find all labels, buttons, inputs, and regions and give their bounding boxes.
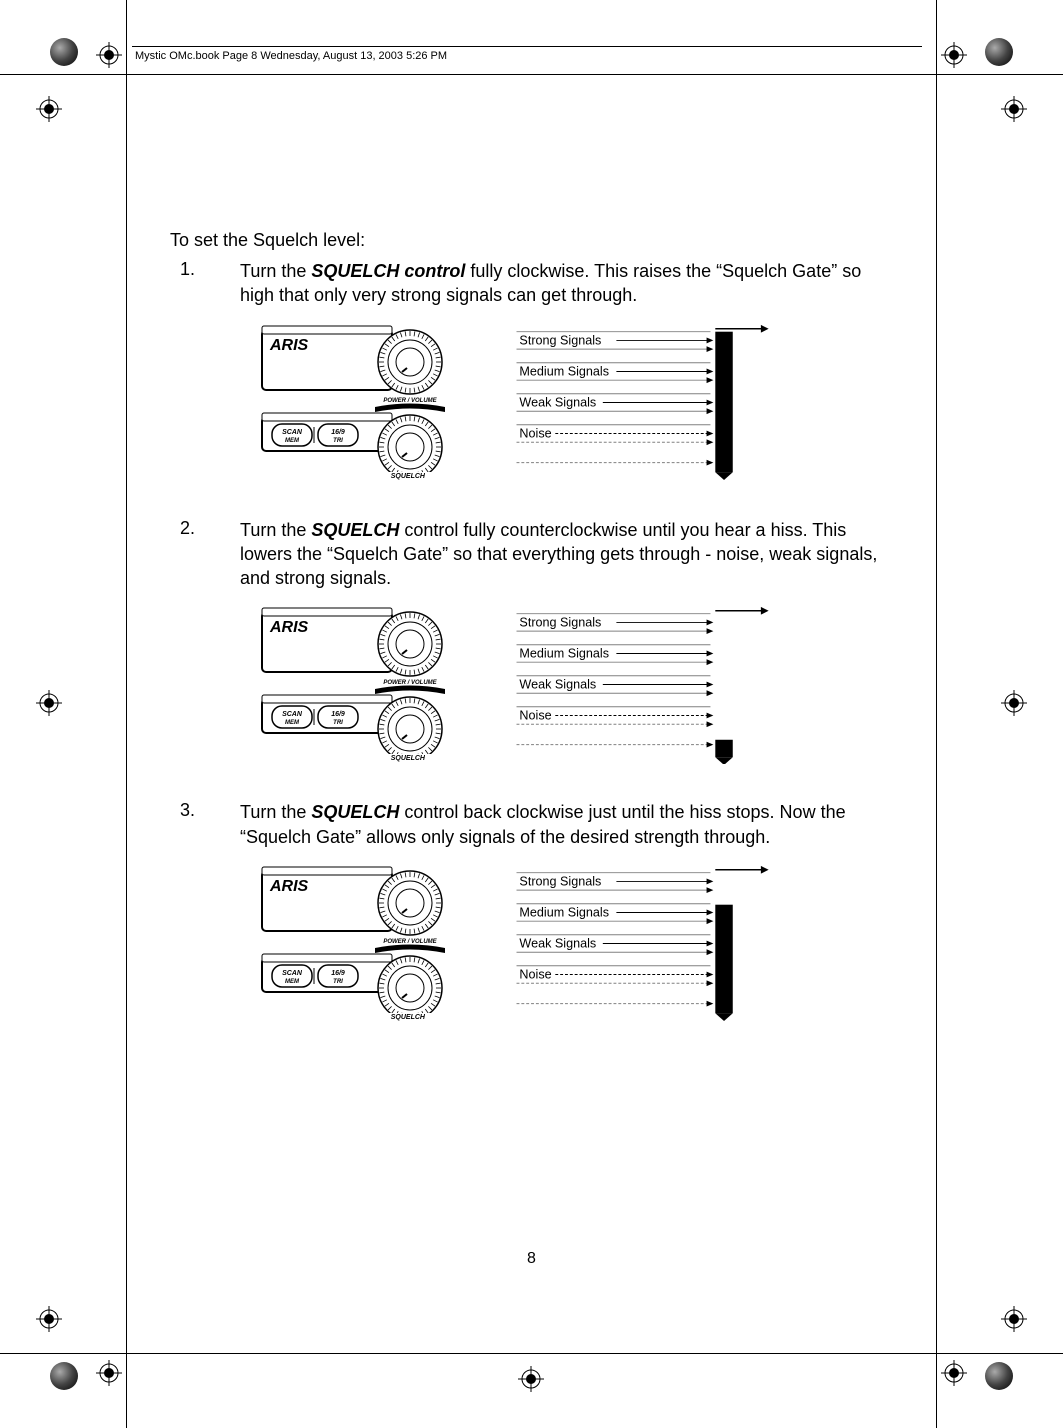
page-number: 8 xyxy=(0,1250,1063,1268)
step-3-bold: SQUELCH xyxy=(311,802,399,822)
step-3-text: Turn the SQUELCH control back clockwise … xyxy=(240,800,890,849)
frame-line-h-bot xyxy=(0,1353,1063,1354)
header-rule xyxy=(132,46,922,47)
svg-text:Noise: Noise xyxy=(519,967,551,981)
reg-mark xyxy=(518,1366,544,1392)
signals-fig-1: Strong Signals Medium Signals Weak Signa… xyxy=(510,322,780,482)
svg-text:SCAN: SCAN xyxy=(282,429,303,436)
step-1-prefix: Turn the xyxy=(240,261,311,281)
svg-text:TRI: TRI xyxy=(333,720,343,726)
corner-orb-tl xyxy=(50,38,78,66)
reg-mark xyxy=(36,690,62,716)
frame-line-h-top xyxy=(0,74,1063,75)
figure-row-1: ARIS SCAN MEM 16/9 TRI POWER / VOLUME xyxy=(260,322,890,482)
reg-mark xyxy=(96,1360,122,1386)
reg-mark xyxy=(1001,1306,1027,1332)
svg-text:ARIS: ARIS xyxy=(269,878,309,895)
svg-text:MEM: MEM xyxy=(285,438,300,444)
step-1: 1. Turn the SQUELCH control fully clockw… xyxy=(170,259,890,308)
svg-text:POWER / VOLUME: POWER / VOLUME xyxy=(383,939,437,945)
svg-text:Weak Signals: Weak Signals xyxy=(519,936,596,950)
step-2-num: 2. xyxy=(170,518,240,591)
corner-orb-br xyxy=(985,1362,1013,1390)
figure-row-2: ARIS SCAN MEM 16/9 TRI POWER / VOLUME xyxy=(260,604,890,764)
reg-mark xyxy=(36,96,62,122)
svg-text:Weak Signals: Weak Signals xyxy=(519,395,596,409)
reg-mark xyxy=(941,1360,967,1386)
figure-row-3: ARIS SCAN MEM 16/9 TRI POWER / VOLUME xyxy=(260,863,890,1023)
step-3-num: 3. xyxy=(170,800,240,849)
step-3-prefix: Turn the xyxy=(240,802,311,822)
step-2: 2. Turn the SQUELCH control fully counte… xyxy=(170,518,890,591)
device-fig-1: ARIS SCAN MEM 16/9 TRI POWER / VOLUME xyxy=(260,322,450,482)
corner-orb-tr xyxy=(985,38,1013,66)
svg-text:Weak Signals: Weak Signals xyxy=(519,678,596,692)
svg-text:SCAN: SCAN xyxy=(282,711,303,718)
frame-line-v-right xyxy=(936,0,937,1428)
content: To set the Squelch level: 1. Turn the SQ… xyxy=(170,230,890,1059)
svg-text:16/9: 16/9 xyxy=(331,711,345,718)
svg-text:ARIS: ARIS xyxy=(269,337,309,354)
svg-text:SQUELCH: SQUELCH xyxy=(391,1014,426,1021)
svg-text:TRI: TRI xyxy=(333,979,343,985)
reg-mark xyxy=(36,1306,62,1332)
step-1-num: 1. xyxy=(170,259,240,308)
step-2-text: Turn the SQUELCH control fully countercl… xyxy=(240,518,890,591)
signals-fig-2: Strong Signals Medium Signals Weak Signa… xyxy=(510,604,780,764)
step-2-bold: SQUELCH xyxy=(311,520,399,540)
device-fig-2: ARIS SCAN MEM 16/9 TRI POWER / VOLUME xyxy=(260,604,450,764)
svg-text:MEM: MEM xyxy=(285,720,300,726)
svg-text:Strong Signals: Strong Signals xyxy=(519,616,601,630)
svg-text:SCAN: SCAN xyxy=(282,970,303,977)
svg-text:ARIS: ARIS xyxy=(269,619,309,636)
svg-text:Medium Signals: Medium Signals xyxy=(519,905,609,919)
reg-mark xyxy=(941,42,967,68)
svg-text:Strong Signals: Strong Signals xyxy=(519,333,601,347)
reg-mark xyxy=(1001,96,1027,122)
step-1-bold: SQUELCH control xyxy=(311,261,465,281)
intro-text: To set the Squelch level: xyxy=(170,230,890,251)
svg-text:MEM: MEM xyxy=(285,979,300,985)
svg-text:SQUELCH: SQUELCH xyxy=(391,473,426,480)
svg-text:Noise: Noise xyxy=(519,426,551,440)
reg-mark xyxy=(1001,690,1027,716)
step-2-prefix: Turn the xyxy=(240,520,311,540)
header-text: Mystic OMc.book Page 8 Wednesday, August… xyxy=(135,50,447,62)
reg-mark xyxy=(96,42,122,68)
svg-text:Medium Signals: Medium Signals xyxy=(519,647,609,661)
signals-fig-3: Strong Signals Medium Signals Weak Signa… xyxy=(510,863,780,1023)
frame-line-v-left xyxy=(126,0,127,1428)
svg-text:16/9: 16/9 xyxy=(331,429,345,436)
svg-text:TRI: TRI xyxy=(333,438,343,444)
svg-text:POWER / VOLUME: POWER / VOLUME xyxy=(383,398,437,404)
svg-text:Strong Signals: Strong Signals xyxy=(519,874,601,888)
svg-text:Noise: Noise xyxy=(519,709,551,723)
svg-text:Medium Signals: Medium Signals xyxy=(519,364,609,378)
svg-text:POWER / VOLUME: POWER / VOLUME xyxy=(383,680,437,686)
corner-orb-bl xyxy=(50,1362,78,1390)
device-fig-3: ARIS SCAN MEM 16/9 TRI POWER / VOLUME xyxy=(260,863,450,1023)
step-3: 3. Turn the SQUELCH control back clockwi… xyxy=(170,800,890,849)
svg-text:16/9: 16/9 xyxy=(331,970,345,977)
step-1-text: Turn the SQUELCH control fully clockwise… xyxy=(240,259,890,308)
svg-text:SQUELCH: SQUELCH xyxy=(391,755,426,762)
